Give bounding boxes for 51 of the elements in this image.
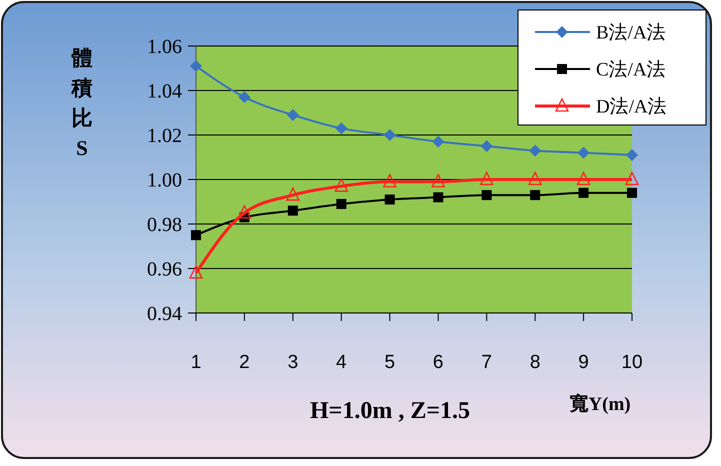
y-tick-label: 1.04 bbox=[147, 80, 182, 102]
y-tick-label: 0.96 bbox=[147, 258, 182, 280]
x-tick-label: 5 bbox=[384, 352, 396, 373]
point bbox=[335, 122, 348, 134]
y-tick-label: 0.94 bbox=[147, 303, 182, 325]
point bbox=[383, 174, 396, 188]
point bbox=[190, 60, 202, 72]
y-tick-label: 1.06 bbox=[147, 36, 182, 58]
x-tick-label: 4 bbox=[336, 352, 348, 373]
point bbox=[530, 190, 540, 200]
point bbox=[191, 230, 201, 240]
x-tick-label: 2 bbox=[239, 352, 250, 373]
point bbox=[432, 136, 444, 148]
point bbox=[433, 192, 444, 202]
point bbox=[238, 91, 250, 104]
legend-label: C法/A法 bbox=[596, 60, 666, 81]
x-axis-title: 寬Y(m) bbox=[569, 393, 631, 415]
point bbox=[529, 144, 542, 157]
x-tick-label: 8 bbox=[530, 352, 540, 373]
x-tick-label: 10 bbox=[621, 352, 643, 373]
point bbox=[625, 172, 639, 186]
y-tick-label: 1.00 bbox=[147, 170, 182, 192]
point bbox=[384, 129, 396, 141]
y-tick-label: 0.98 bbox=[147, 214, 182, 236]
y-axis-title: 體積比S bbox=[70, 46, 92, 160]
point bbox=[578, 146, 590, 159]
y-tick-label: 1.02 bbox=[147, 125, 182, 147]
point bbox=[384, 194, 395, 205]
point bbox=[432, 174, 445, 188]
x-tick-label: 3 bbox=[288, 352, 298, 373]
point bbox=[336, 198, 346, 209]
point bbox=[576, 172, 590, 186]
x-tick-label: 9 bbox=[578, 352, 589, 373]
point bbox=[627, 188, 637, 198]
x-tick-label: 6 bbox=[432, 352, 444, 373]
point bbox=[482, 190, 492, 200]
x-tick-label: 1 bbox=[190, 352, 202, 373]
point bbox=[480, 140, 493, 152]
point bbox=[528, 172, 542, 186]
point bbox=[238, 205, 252, 219]
point bbox=[286, 187, 300, 201]
point bbox=[334, 178, 348, 192]
point bbox=[286, 108, 299, 121]
legend-label: B法/A法 bbox=[596, 22, 666, 44]
x-tick-label: 7 bbox=[481, 352, 492, 373]
point bbox=[288, 206, 298, 216]
point bbox=[480, 172, 494, 186]
point bbox=[626, 149, 638, 162]
legend-label: D法/A法 bbox=[596, 96, 667, 118]
point bbox=[578, 188, 589, 198]
text: H=1.0m , Z=1.5 bbox=[310, 398, 470, 424]
